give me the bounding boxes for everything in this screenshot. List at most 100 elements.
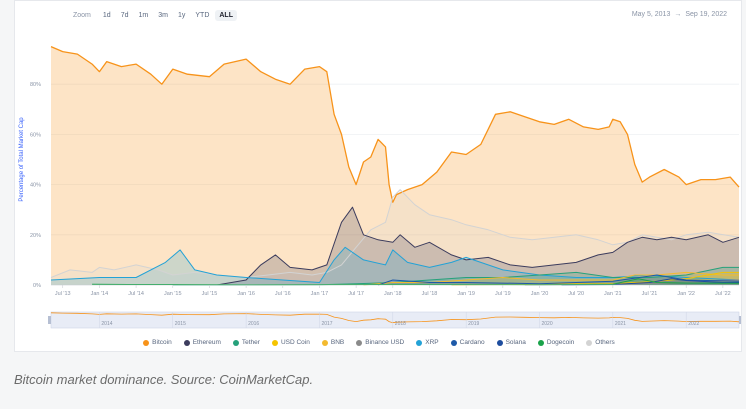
navigator-tick-label: 2017 <box>321 321 332 327</box>
navigator-tick-label: 2016 <box>248 321 259 327</box>
legend-item-bnb[interactable]: BNB <box>321 339 345 346</box>
x-tick-label: Jul '15 <box>202 291 218 297</box>
zoom-all-button[interactable]: ALL <box>215 10 237 21</box>
navigator-tick-label: 2015 <box>175 321 186 327</box>
x-tick-label: Jan '21 <box>604 291 622 297</box>
date-range-end[interactable]: Sep 19, 2022 <box>685 11 727 18</box>
series-line-xrp[interactable] <box>50 246 740 283</box>
series-area-others <box>51 189 739 285</box>
series-area-tether <box>172 267 740 285</box>
zoom-3m-button[interactable]: 3m <box>158 12 168 19</box>
navigator-tick-label: 2020 <box>541 321 552 327</box>
x-tick-label: Jul '22 <box>715 291 731 297</box>
zoom-1d-button[interactable]: 1d <box>102 12 111 19</box>
x-tick-label: Jul '16 <box>275 291 291 297</box>
series-line-bitcoin[interactable] <box>50 46 740 203</box>
x-tick-label: Jul '20 <box>568 291 584 297</box>
navigator-tick-label: 2014 <box>101 321 112 327</box>
y-tick-label: 0% <box>33 283 41 289</box>
legend-swatch <box>232 339 239 346</box>
navigator-series-line <box>50 312 740 324</box>
x-tick-label: Jan '14 <box>91 291 109 297</box>
x-tick-label: Jul '13 <box>55 291 71 297</box>
x-tick-label: Jan '16 <box>237 291 255 297</box>
chart-card: Zoom 1d 7d 1m 3m 1y YTD ALL May 5, 2013 … <box>14 0 742 352</box>
legend-label: Others <box>595 339 615 346</box>
legend-item-bitcoin[interactable]: Bitcoin <box>143 339 172 346</box>
legend-label: Cardano <box>459 339 485 346</box>
x-axis: Jul '13 Jan '14 Jul '14 Jan '15 Jul '15 Jan '… <box>51 284 739 297</box>
legend-swatch <box>183 339 190 346</box>
navigator-tick-label: 2021 <box>615 321 626 327</box>
range-navigator[interactable]: 2014 2015 2016 2017 2018 2019 2020 2021 2022 <box>48 311 741 329</box>
series-area-bitcoin <box>51 46 739 285</box>
zoom-7d-button[interactable]: 7d <box>120 12 129 19</box>
legend-swatch <box>586 339 593 346</box>
legend-item-xrp[interactable]: XRP <box>416 339 439 346</box>
dominance-chart[interactable]: 0% 20% 40% 60% 80% Percentage of Total Marke… <box>15 1 741 339</box>
x-tick-label: Jul '17 <box>348 291 364 297</box>
legend-label: Binance USD <box>365 339 405 346</box>
x-tick-label: Jan '15 <box>164 291 182 297</box>
legend-item-others[interactable]: Others <box>586 339 615 346</box>
legend-item-dogecoin[interactable]: Dogecoin <box>537 339 575 346</box>
legend-label: USD Coin <box>280 339 310 346</box>
legend-item-binance-usd[interactable]: Binance USD <box>356 339 404 346</box>
y-axis: 0% 20% 40% 60% 80% <box>30 82 41 289</box>
legend-item-tether[interactable]: Tether <box>232 339 260 346</box>
navigator-tick-label: 2022 <box>688 321 699 327</box>
series-line-ethereum[interactable] <box>216 206 740 286</box>
legend-label: Dogecoin <box>546 339 575 346</box>
y-tick-label: 80% <box>30 82 41 88</box>
legend-label: BNB <box>330 339 345 346</box>
x-tick-label: Jul '21 <box>642 291 658 297</box>
y-tick-label: 40% <box>30 183 41 189</box>
x-tick-label: Jul '19 <box>495 291 511 297</box>
x-tick-label: Jan '19 <box>457 291 475 297</box>
x-tick-label: Jul '14 <box>128 291 144 297</box>
legend-label: XRP <box>425 339 439 346</box>
legend-item-solana[interactable]: Solana <box>496 339 526 346</box>
zoom-controls: Zoom 1d 7d 1m 3m 1y YTD ALL <box>73 10 237 21</box>
date-range-arrow: → <box>674 11 682 18</box>
legend-swatch <box>143 339 150 346</box>
zoom-label: Zoom <box>73 12 91 19</box>
legend-item-cardano[interactable]: Cardano <box>450 339 485 346</box>
series-line-cardano[interactable] <box>377 274 740 286</box>
legend-swatch <box>450 339 457 346</box>
navigator-handle-right[interactable] <box>739 316 741 324</box>
zoom-ytd-button[interactable]: YTD <box>195 12 210 19</box>
y-axis-label: Percentage of Total Market Cap <box>19 117 25 202</box>
legend-label: Solana <box>505 339 526 346</box>
legend-swatch <box>416 339 423 346</box>
y-tick-label: 20% <box>30 233 41 239</box>
y-tick-label: 60% <box>30 132 41 138</box>
series-area-usd-coin <box>451 272 739 285</box>
x-tick-label: Jan '17 <box>311 291 329 297</box>
date-range: May 5, 2013 → Sep 19, 2022 <box>632 11 727 18</box>
legend-label: Ethereum <box>192 339 221 346</box>
legend-swatch <box>356 339 363 346</box>
series-area-dogecoin <box>92 278 740 285</box>
legend-swatch <box>321 339 328 346</box>
x-tick-label: Jan '22 <box>677 291 695 297</box>
x-tick-label: Jan '20 <box>531 291 549 297</box>
legend-label: Tether <box>241 339 260 346</box>
navigator-tick-label: 2019 <box>468 321 479 327</box>
x-tick-label: Jul '18 <box>422 291 438 297</box>
x-tick-label: Jan '18 <box>384 291 402 297</box>
legend-item-usd-coin[interactable]: USD Coin <box>271 339 310 346</box>
legend-label: Bitcoin <box>152 339 172 346</box>
legend-item-ethereum[interactable]: Ethereum <box>183 339 221 346</box>
zoom-1m-button[interactable]: 1m <box>138 12 149 19</box>
figure-caption: Bitcoin market dominance. Source: CoinMa… <box>14 372 314 387</box>
legend-swatch <box>537 339 544 346</box>
series-line-others[interactable] <box>50 189 740 278</box>
date-range-start[interactable]: May 5, 2013 <box>631 11 671 18</box>
navigator-handle-left[interactable] <box>48 316 51 324</box>
legend: Bitcoin Ethereum Tether USD Coin BNB Binance … <box>15 339 743 346</box>
zoom-1y-button[interactable]: 1y <box>177 12 186 19</box>
legend-swatch <box>271 339 278 346</box>
series-area-ethereum <box>216 207 740 285</box>
legend-swatch <box>496 339 503 346</box>
